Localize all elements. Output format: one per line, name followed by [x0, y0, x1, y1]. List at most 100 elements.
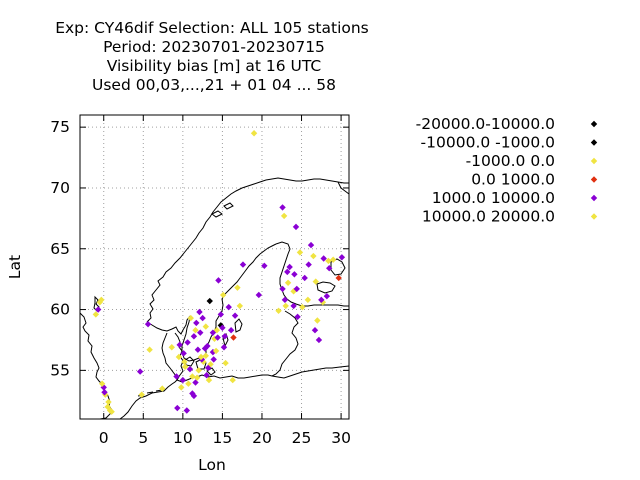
- station-point: [219, 324, 226, 331]
- station-point: [310, 252, 317, 260]
- legend-marker: [590, 176, 598, 183]
- title-line-1: Exp: CY46dif Selection: ALL 105 stations: [55, 19, 369, 37]
- station-point: [305, 261, 312, 268]
- station-point: [183, 407, 191, 414]
- station-point: [318, 296, 325, 304]
- station-point: [255, 291, 263, 299]
- station-point: [250, 130, 258, 137]
- station-point: [335, 274, 342, 282]
- station-point: [180, 350, 187, 357]
- station-point: [286, 263, 293, 271]
- station-point: [136, 368, 144, 375]
- station-point: [189, 373, 196, 380]
- station-point: [230, 334, 237, 341]
- station-point: [220, 291, 227, 299]
- coastline-map: [79, 177, 350, 420]
- station-point: [338, 254, 346, 261]
- station-point: [284, 279, 292, 287]
- station-point: [281, 296, 289, 304]
- station-point: [299, 303, 306, 311]
- station-point: [227, 327, 235, 334]
- station-point: [307, 241, 315, 249]
- legend-label: 1000.0 10000.0: [432, 189, 555, 207]
- station-point: [146, 346, 153, 353]
- legend-marker: [590, 194, 598, 202]
- station-point: [179, 376, 187, 384]
- legend-marker: [590, 120, 598, 128]
- y-tick-label: 65: [50, 240, 70, 258]
- station-point: [325, 257, 332, 265]
- legend-label: -10000.0 -1000.0: [421, 134, 555, 152]
- station-point: [296, 249, 304, 256]
- station-point: [187, 314, 194, 322]
- station-point: [261, 262, 268, 269]
- legend-label: -1000.0 0.0: [466, 152, 555, 170]
- station-point: [168, 344, 175, 351]
- station-point: [280, 212, 288, 220]
- station-point: [186, 365, 194, 373]
- y-tick-label: 70: [50, 179, 70, 197]
- station-point: [234, 284, 241, 291]
- legend-label: 0.0 1000.0: [471, 171, 555, 189]
- station-point: [231, 312, 239, 319]
- station-point: [209, 329, 217, 336]
- station-point: [92, 311, 100, 318]
- station-point: [314, 317, 321, 324]
- station-point: [204, 364, 212, 372]
- title-line-3: Visibility bias [m] at 16 UTC: [107, 57, 322, 75]
- station-point: [94, 306, 102, 313]
- station-point: [220, 344, 228, 351]
- station-point: [203, 372, 210, 379]
- legend-label: -20000.0-10000.0: [416, 115, 555, 133]
- station-point: [210, 356, 217, 363]
- station-point: [326, 265, 333, 272]
- station-point: [197, 353, 205, 361]
- station-point: [205, 376, 213, 384]
- x-axis-label: Lon: [198, 456, 226, 474]
- station-point: [212, 347, 220, 355]
- station-point: [108, 408, 115, 415]
- station-point: [190, 392, 198, 400]
- station-point: [173, 373, 180, 380]
- station-point: [192, 327, 199, 334]
- x-tick-label: 20: [252, 429, 272, 447]
- station-point: [138, 391, 145, 398]
- station-point: [185, 380, 192, 387]
- station-point: [275, 307, 282, 314]
- station-point: [311, 327, 319, 334]
- x-tick-label: 15: [213, 429, 233, 447]
- y-tick-label: 75: [50, 118, 70, 136]
- station-point: [292, 223, 300, 231]
- station-point: [182, 363, 189, 370]
- station-point: [236, 302, 244, 310]
- station-point: [225, 303, 232, 311]
- plot-frame: [79, 114, 350, 420]
- station-point: [215, 277, 222, 284]
- legend-marker: [590, 213, 598, 220]
- station-point: [222, 359, 229, 367]
- x-tick-label: 0: [99, 429, 109, 447]
- station-point: [290, 302, 297, 310]
- station-point: [221, 333, 228, 340]
- station-point: [315, 336, 323, 344]
- station-point: [196, 308, 203, 316]
- station-point: [206, 297, 213, 305]
- y-axis-label: Lat: [6, 255, 24, 279]
- station-point: [217, 311, 225, 318]
- station-point: [178, 384, 185, 391]
- station-point: [199, 314, 206, 322]
- chart-title: Exp: CY46dif Selection: ALL 105 stations…: [55, 19, 369, 94]
- y-tick-label: 60: [50, 301, 70, 319]
- station-point: [204, 342, 211, 350]
- station-point: [301, 274, 308, 282]
- station-point: [98, 296, 105, 304]
- station-point: [193, 319, 200, 327]
- grid-lines: [80, 115, 349, 419]
- station-point: [197, 329, 204, 336]
- x-tick-label: 30: [331, 429, 351, 447]
- station-markers: [92, 130, 346, 415]
- station-point: [105, 398, 112, 406]
- x-tick-label: 10: [173, 429, 193, 447]
- station-point: [279, 285, 286, 293]
